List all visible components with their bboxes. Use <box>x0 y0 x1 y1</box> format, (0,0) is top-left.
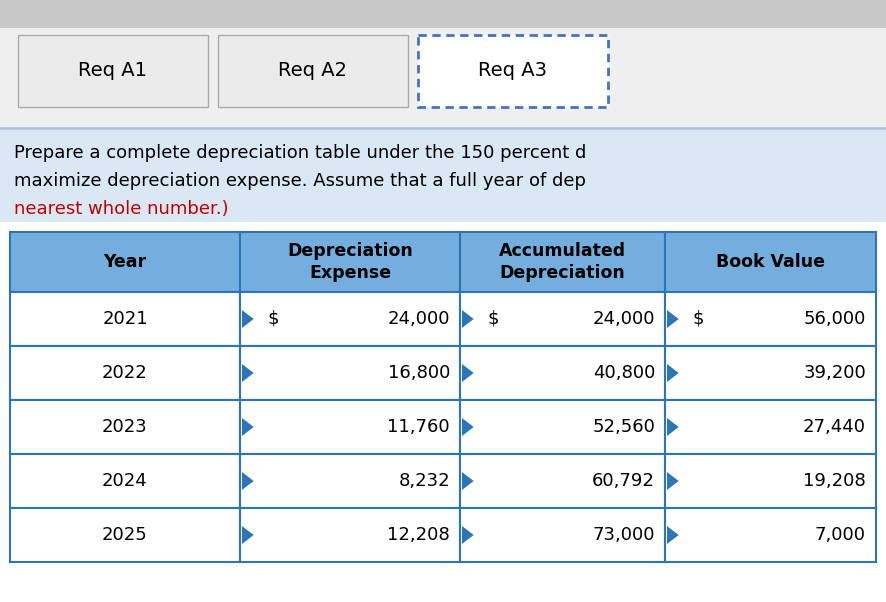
Text: 24,000: 24,000 <box>593 310 655 328</box>
Bar <box>460 400 665 454</box>
Bar <box>460 346 665 400</box>
Text: 2022: 2022 <box>102 364 148 382</box>
Text: nearest whole number.): nearest whole number.) <box>14 200 229 218</box>
Polygon shape <box>242 418 253 436</box>
Bar <box>0 28 886 128</box>
Text: $: $ <box>693 310 704 328</box>
Bar <box>665 508 876 562</box>
Bar <box>240 454 460 508</box>
Text: 2024: 2024 <box>102 472 148 490</box>
Text: 60,792: 60,792 <box>592 472 655 490</box>
Text: $: $ <box>268 310 279 328</box>
Polygon shape <box>462 310 474 328</box>
Text: 73,000: 73,000 <box>593 526 655 544</box>
FancyBboxPatch shape <box>418 35 608 107</box>
Text: 52,560: 52,560 <box>592 418 655 436</box>
Text: Year: Year <box>104 253 146 271</box>
Text: 39,200: 39,200 <box>804 364 866 382</box>
Polygon shape <box>667 526 679 544</box>
Polygon shape <box>242 472 253 490</box>
Polygon shape <box>667 364 679 382</box>
Polygon shape <box>462 418 474 436</box>
Bar <box>240 346 460 400</box>
Text: 12,208: 12,208 <box>387 526 450 544</box>
Polygon shape <box>667 418 679 436</box>
Bar <box>10 346 240 400</box>
Text: Depreciation
Expense: Depreciation Expense <box>287 242 413 282</box>
Polygon shape <box>667 472 679 490</box>
Bar <box>665 400 876 454</box>
Bar <box>10 292 240 346</box>
Text: $: $ <box>488 310 500 328</box>
Text: Book Value: Book Value <box>716 253 825 271</box>
Text: 2021: 2021 <box>102 310 148 328</box>
Bar <box>240 232 460 292</box>
Bar <box>10 508 240 562</box>
Text: 56,000: 56,000 <box>804 310 866 328</box>
Bar <box>0 0 886 28</box>
Text: Accumulated
Depreciation: Accumulated Depreciation <box>499 242 626 282</box>
Polygon shape <box>667 310 679 328</box>
Bar <box>240 400 460 454</box>
Text: 27,440: 27,440 <box>803 418 866 436</box>
Text: Req A2: Req A2 <box>278 61 347 81</box>
Bar <box>460 508 665 562</box>
Bar <box>665 232 876 292</box>
Bar <box>10 232 240 292</box>
Polygon shape <box>242 310 253 328</box>
Bar <box>460 454 665 508</box>
Text: 16,800: 16,800 <box>387 364 450 382</box>
Text: 2025: 2025 <box>102 526 148 544</box>
Text: maximize depreciation expense. Assume that a full year of dep: maximize depreciation expense. Assume th… <box>14 172 586 190</box>
Polygon shape <box>242 526 253 544</box>
Text: 24,000: 24,000 <box>387 310 450 328</box>
Text: 7,000: 7,000 <box>815 526 866 544</box>
Bar <box>665 346 876 400</box>
Polygon shape <box>462 472 474 490</box>
Bar <box>0 130 886 222</box>
Bar <box>665 454 876 508</box>
Bar <box>10 454 240 508</box>
Text: 19,208: 19,208 <box>804 472 866 490</box>
Polygon shape <box>462 364 474 382</box>
Text: 11,760: 11,760 <box>387 418 450 436</box>
Text: 2023: 2023 <box>102 418 148 436</box>
Text: 8,232: 8,232 <box>399 472 450 490</box>
Text: 40,800: 40,800 <box>593 364 655 382</box>
Bar <box>218 35 408 107</box>
Bar <box>240 508 460 562</box>
Bar <box>460 232 665 292</box>
Text: Req A3: Req A3 <box>478 61 548 81</box>
Text: Req A1: Req A1 <box>79 61 147 81</box>
Bar <box>240 292 460 346</box>
Bar <box>665 292 876 346</box>
Bar <box>10 400 240 454</box>
Text: Prepare a complete depreciation table under the 150 percent d: Prepare a complete depreciation table un… <box>14 144 587 162</box>
Polygon shape <box>242 364 253 382</box>
Bar <box>460 292 665 346</box>
Bar <box>18 35 208 107</box>
Polygon shape <box>462 526 474 544</box>
